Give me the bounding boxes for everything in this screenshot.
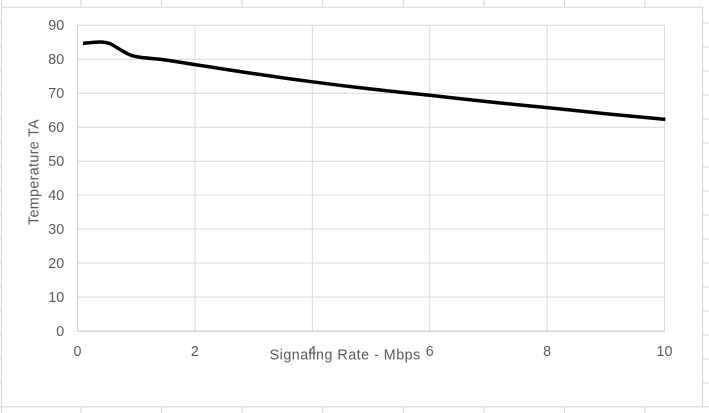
- svg-text:50: 50: [48, 154, 64, 170]
- svg-text:20: 20: [48, 256, 64, 272]
- svg-text:0: 0: [56, 324, 64, 340]
- svg-text:Signaling Rate - Mbps: Signaling Rate - Mbps: [270, 348, 421, 364]
- svg-text:4: 4: [308, 344, 316, 360]
- svg-text:60: 60: [48, 120, 64, 136]
- svg-text:80: 80: [48, 52, 64, 68]
- svg-text:6: 6: [426, 344, 434, 360]
- svg-text:8: 8: [543, 344, 551, 360]
- svg-text:70: 70: [48, 86, 64, 102]
- svg-text:30: 30: [48, 222, 64, 238]
- svg-text:2: 2: [191, 344, 199, 360]
- svg-text:90: 90: [48, 18, 64, 34]
- svg-text:Temperature TA: Temperature TA: [27, 119, 43, 225]
- svg-text:0: 0: [74, 344, 82, 360]
- svg-text:10: 10: [48, 290, 64, 306]
- svg-text:10: 10: [657, 344, 673, 360]
- svg-text:40: 40: [48, 188, 64, 204]
